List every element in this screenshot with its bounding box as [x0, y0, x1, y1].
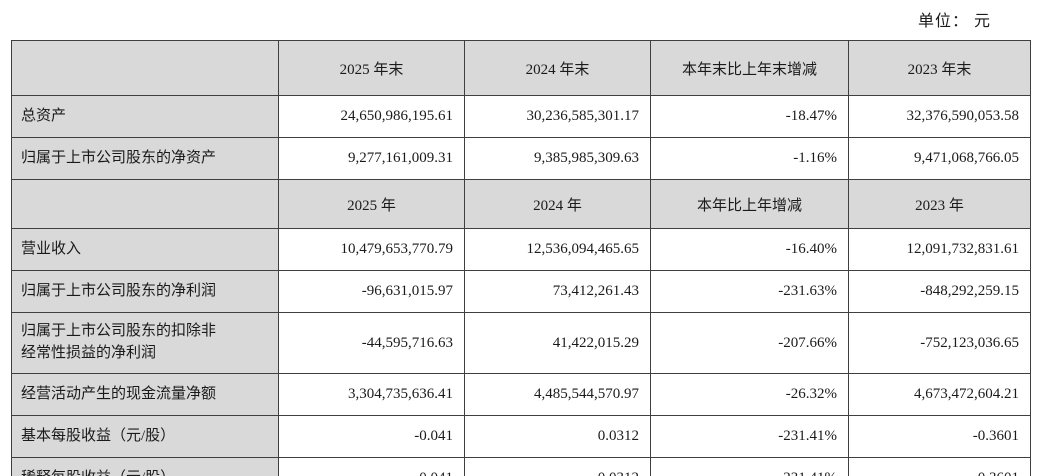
table-row-operating-cash-flow: 经营活动产生的现金流量净额 3,304,735,636.41 4,485,544… [11, 373, 1031, 416]
row-label: 营业收入 [11, 228, 279, 271]
cell-value: 0.0312 [464, 457, 651, 476]
cell-value: 30,236,585,301.17 [464, 95, 651, 138]
unit-label: 单位： 元 [917, 13, 991, 30]
cell-value: 4,673,472,604.21 [848, 373, 1031, 416]
row-label: 归属于上市公司股东的净利润 [11, 270, 279, 313]
cell-value: -231.41% [650, 457, 849, 476]
column-header-blank [11, 179, 279, 229]
cell-value: -0.041 [278, 415, 465, 458]
cell-value: 4,485,544,570.97 [464, 373, 651, 416]
column-header-2025-year-end: 2025 年末 [278, 40, 465, 96]
cell-value: 32,376,590,053.58 [848, 95, 1031, 138]
column-header-2023: 2023 年 [848, 179, 1031, 229]
row-label: 稀释每股收益（元/股） [11, 457, 279, 476]
row-label: 经营活动产生的现金流量净额 [11, 373, 279, 416]
cell-value: 3,304,735,636.41 [278, 373, 465, 416]
cell-value: -0.041 [278, 457, 465, 476]
cell-value: -0.3601 [848, 457, 1031, 476]
table-row-total-assets: 总资产 24,650,986,195.61 30,236,585,301.17 … [11, 95, 1031, 138]
cell-value: 0.0312 [464, 415, 651, 458]
header-row-annual: 2025 年 2024 年 本年比上年增减 2023 年 [11, 179, 1031, 229]
header-row-year-end: 2025 年末 2024 年末 本年末比上年末增减 2023 年末 [11, 40, 1031, 96]
row-label: 基本每股收益（元/股） [11, 415, 279, 458]
row-label: 归属于上市公司股东的净资产 [11, 137, 279, 180]
cell-value: -231.41% [650, 415, 849, 458]
row-label: 总资产 [11, 95, 279, 138]
column-header-2025: 2025 年 [278, 179, 465, 229]
table-row-net-profit-excl-nonrecurring: 归属于上市公司股东的扣除非 经常性损益的净利润 -44,595,716.63 4… [11, 312, 1031, 374]
column-header-yoy-change-year-end: 本年末比上年末增减 [650, 40, 849, 96]
column-header-2024: 2024 年 [464, 179, 651, 229]
cell-value: 9,277,161,009.31 [278, 137, 465, 180]
table-row-net-profit: 归属于上市公司股东的净利润 -96,631,015.97 73,412,261.… [11, 270, 1031, 313]
cell-value: 24,650,986,195.61 [278, 95, 465, 138]
cell-value: 41,422,015.29 [464, 312, 651, 374]
cell-value: -231.63% [650, 270, 849, 313]
table-row-basic-eps: 基本每股收益（元/股） -0.041 0.0312 -231.41% -0.36… [11, 415, 1031, 458]
financial-summary-table: 2025 年末 2024 年末 本年末比上年末增减 2023 年末 总资产 24… [11, 40, 1031, 476]
cell-value: -848,292,259.15 [848, 270, 1031, 313]
cell-value: 9,471,068,766.05 [848, 137, 1031, 180]
cell-value: -0.3601 [848, 415, 1031, 458]
row-label: 归属于上市公司股东的扣除非 经常性损益的净利润 [11, 312, 279, 374]
column-header-blank [11, 40, 279, 96]
cell-value: 10,479,653,770.79 [278, 228, 465, 271]
cell-value: -44,595,716.63 [278, 312, 465, 374]
cell-value: -96,631,015.97 [278, 270, 465, 313]
cell-value: -207.66% [650, 312, 849, 374]
column-header-2024-year-end: 2024 年末 [464, 40, 651, 96]
cell-value: -16.40% [650, 228, 849, 271]
cell-value: -1.16% [650, 137, 849, 180]
cell-value: 12,091,732,831.61 [848, 228, 1031, 271]
cell-value: 9,385,985,309.63 [464, 137, 651, 180]
cell-value: -752,123,036.65 [848, 312, 1031, 374]
column-header-2023-year-end: 2023 年末 [848, 40, 1031, 96]
cell-value: 73,412,261.43 [464, 270, 651, 313]
column-header-yoy-change: 本年比上年增减 [650, 179, 849, 229]
table-row-operating-revenue: 营业收入 10,479,653,770.79 12,536,094,465.65… [11, 228, 1031, 271]
cell-value: 12,536,094,465.65 [464, 228, 651, 271]
cell-value: -18.47% [650, 95, 849, 138]
cell-value: -26.32% [650, 373, 849, 416]
table-row-diluted-eps: 稀释每股收益（元/股） -0.041 0.0312 -231.41% -0.36… [11, 457, 1031, 476]
table-row-net-assets: 归属于上市公司股东的净资产 9,277,161,009.31 9,385,985… [11, 137, 1031, 180]
